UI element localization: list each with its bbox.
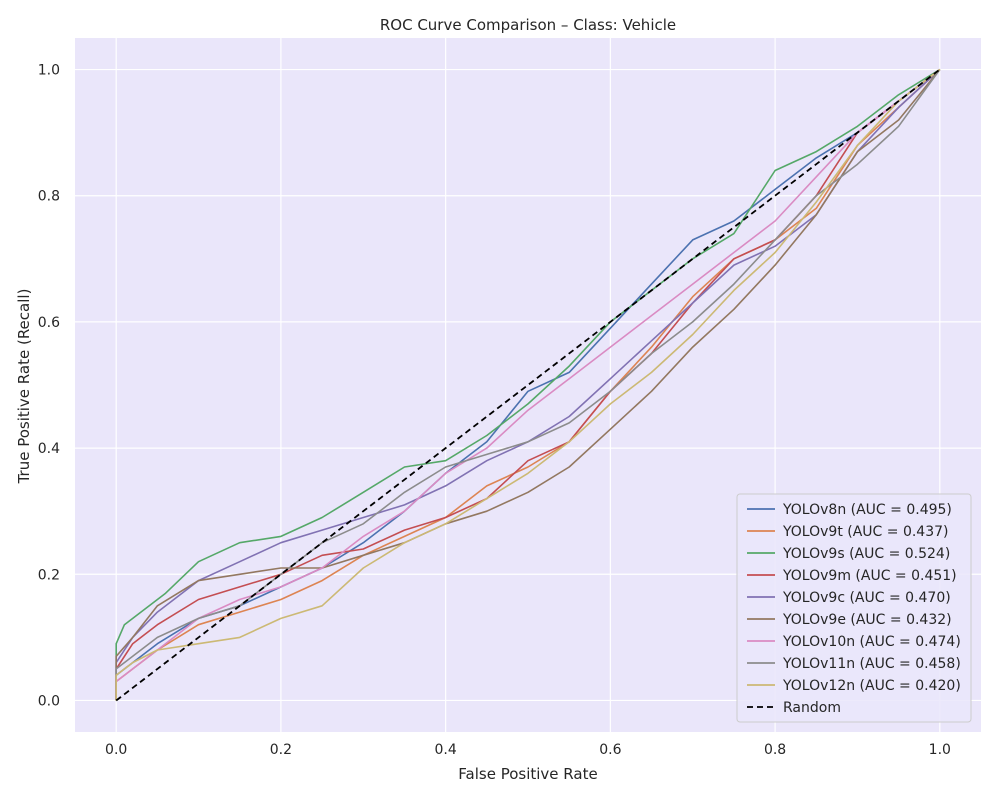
series-line-6 [115, 68, 941, 701]
chart-title: ROC Curve Comparison – Class: Vehicle [380, 16, 676, 34]
y-tick-label: 0.4 [38, 441, 60, 457]
series-line-1 [115, 68, 941, 701]
x-tick-label: 1.0 [929, 742, 951, 758]
legend-box [736, 493, 972, 723]
legend-label: YOLOv9s (AUC = 0.524) [782, 546, 950, 562]
y-axis-label: True Positive Rate (Recall) [15, 289, 33, 485]
series-lines [115, 68, 941, 702]
y-tick-label: 0.2 [38, 567, 60, 583]
series-line-5 [115, 68, 941, 701]
legend-label: YOLOv9c (AUC = 0.470) [782, 590, 951, 606]
series-line-2 [115, 68, 941, 701]
x-tick-label: 0.8 [764, 742, 786, 758]
legend-label: Random [783, 700, 841, 716]
y-tick-labels: 0.0 0.2 0.4 0.6 0.8 1.0 [38, 63, 60, 710]
series-line-9 [115, 68, 941, 702]
legend-label: YOLOv10n (AUC = 0.474) [782, 634, 961, 650]
legend-label: YOLOv9m (AUC = 0.451) [782, 568, 957, 584]
y-tick-label: 0.8 [38, 189, 60, 205]
legend-label: YOLOv9t (AUC = 0.437) [782, 524, 949, 540]
y-tick-label: 1.0 [38, 63, 60, 79]
legend-label: YOLOv11n (AUC = 0.458) [782, 656, 961, 672]
x-tick-label: 0.0 [105, 742, 127, 758]
legend-label: YOLOv12n (AUC = 0.420) [782, 678, 961, 694]
series-line-0 [115, 68, 941, 701]
y-tick-label: 0.6 [38, 315, 60, 331]
legend-label: YOLOv9e (AUC = 0.432) [782, 612, 952, 628]
legend-label: YOLOv8n (AUC = 0.495) [782, 502, 952, 518]
x-tick-labels: 0.0 0.2 0.4 0.6 0.8 1.0 [105, 742, 951, 758]
series-line-7 [115, 69, 941, 701]
series-line-8 [115, 68, 941, 701]
y-tick-label: 0.0 [38, 693, 60, 709]
x-tick-label: 0.2 [270, 742, 292, 758]
legend: YOLOv8n (AUC = 0.495) YOLOv9t (AUC = 0.43… [736, 493, 972, 723]
x-tick-label: 0.6 [599, 742, 621, 758]
x-tick-label: 0.4 [435, 742, 457, 758]
x-axis-label: False Positive Rate [458, 765, 597, 783]
